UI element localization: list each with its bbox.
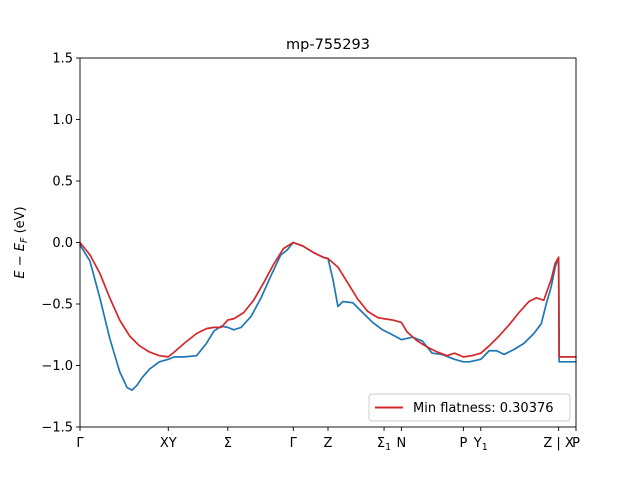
x-tick-label: Σ1 xyxy=(377,436,391,453)
x-ticks: Γ XY Σ Γ Z Σ1 N P Y1 Z | XP xyxy=(76,427,580,453)
y-axis-label: E − EF (eV) xyxy=(13,206,30,278)
legend: Min flatness: 0.30376 xyxy=(368,393,571,422)
plot-frame xyxy=(79,57,577,428)
x-tick-label: Γ xyxy=(290,436,298,451)
band-line-2 xyxy=(79,241,577,358)
band-line-1 xyxy=(79,241,577,391)
series-layer xyxy=(79,241,577,391)
x-tick-label: N xyxy=(397,436,407,451)
y-tick-label: −0.5 xyxy=(41,298,73,313)
y-axis-label-unit: (eV) xyxy=(13,206,28,237)
x-tick-label: Σ xyxy=(224,436,232,451)
x-tick-label: XY xyxy=(160,436,177,451)
y-tick-label: 1.0 xyxy=(52,113,73,128)
x-tick-label: Y1 xyxy=(473,436,488,453)
y-axis-label-main: E − E xyxy=(13,242,28,278)
y-tick-label: 1.5 xyxy=(52,52,73,67)
x-tick-label: P xyxy=(459,436,467,451)
x-tick-label: Z | X xyxy=(543,436,574,451)
y-ticks: −1.5 −1.0 −0.5 0.0 0.5 1.0 1.5 xyxy=(41,52,80,436)
x-tick-label: Z xyxy=(324,436,333,451)
x-tick-label: Γ xyxy=(76,436,84,451)
y-tick-label: −1.5 xyxy=(41,421,73,436)
y-tick-label: 0.5 xyxy=(52,175,73,190)
y-tick-label: −1.0 xyxy=(41,359,73,374)
chart-title: mp-755293 xyxy=(286,37,370,53)
legend-box xyxy=(368,393,571,422)
x-tick-label: P xyxy=(572,436,580,451)
y-tick-label: 0.0 xyxy=(52,236,73,251)
legend-label: Min flatness: 0.30376 xyxy=(413,401,554,416)
y-axis-label-sub: F xyxy=(19,237,30,243)
